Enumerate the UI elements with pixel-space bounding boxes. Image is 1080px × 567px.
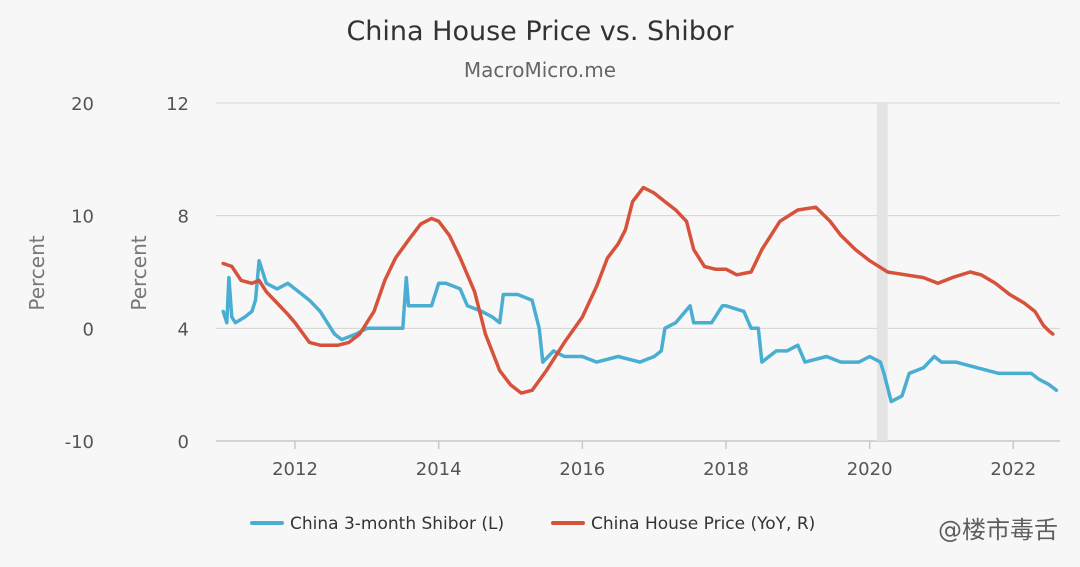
right-axis-ticks: 12 8 4 0 <box>166 94 189 453</box>
legend-item-house-price[interactable]: China House Price (YoY, R) <box>551 514 815 534</box>
legend-label-shibor: China 3-month Shibor (L) <box>290 514 504 534</box>
left-tick-label: 10 <box>71 207 94 228</box>
gridlines <box>216 102 1060 442</box>
x-tick-label: 2014 <box>416 459 462 480</box>
chart-subtitle: MacroMicro.me <box>464 58 616 82</box>
shaded-band <box>876 103 888 441</box>
left-axis-label: Percent <box>25 235 49 310</box>
x-axis-ticks: 2012 2014 2016 2018 2020 2022 <box>272 441 1036 480</box>
right-tick-label: 0 <box>178 432 189 453</box>
legend-item-shibor[interactable]: China 3-month Shibor (L) <box>250 514 504 534</box>
right-axis-label: Percent <box>127 235 151 310</box>
watermark-text: @楼市毒舌 <box>938 516 1058 544</box>
left-tick-label: 20 <box>71 94 94 115</box>
x-tick-label: 2020 <box>847 459 893 480</box>
chart-title: China House Price vs. Shibor <box>346 16 734 47</box>
x-tick-label: 2022 <box>990 459 1036 480</box>
shaded-period <box>876 103 888 441</box>
x-tick-label: 2018 <box>703 459 749 480</box>
left-tick-label: -10 <box>65 432 94 453</box>
x-tick-label: 2016 <box>559 459 605 480</box>
right-tick-label: 8 <box>178 207 189 228</box>
right-tick-label: 4 <box>178 319 189 340</box>
legend: China 3-month Shibor (L) China House Pri… <box>250 514 815 534</box>
series-line-house-price <box>221 185 1055 395</box>
series-line-shibor <box>221 258 1059 404</box>
series-lines <box>221 185 1059 404</box>
legend-label-house-price: China House Price (YoY, R) <box>591 514 815 534</box>
x-tick-label: 2012 <box>272 459 318 480</box>
right-tick-label: 12 <box>166 94 189 115</box>
left-axis-ticks: 20 10 0 -10 <box>65 94 94 453</box>
left-tick-label: 0 <box>83 319 94 340</box>
